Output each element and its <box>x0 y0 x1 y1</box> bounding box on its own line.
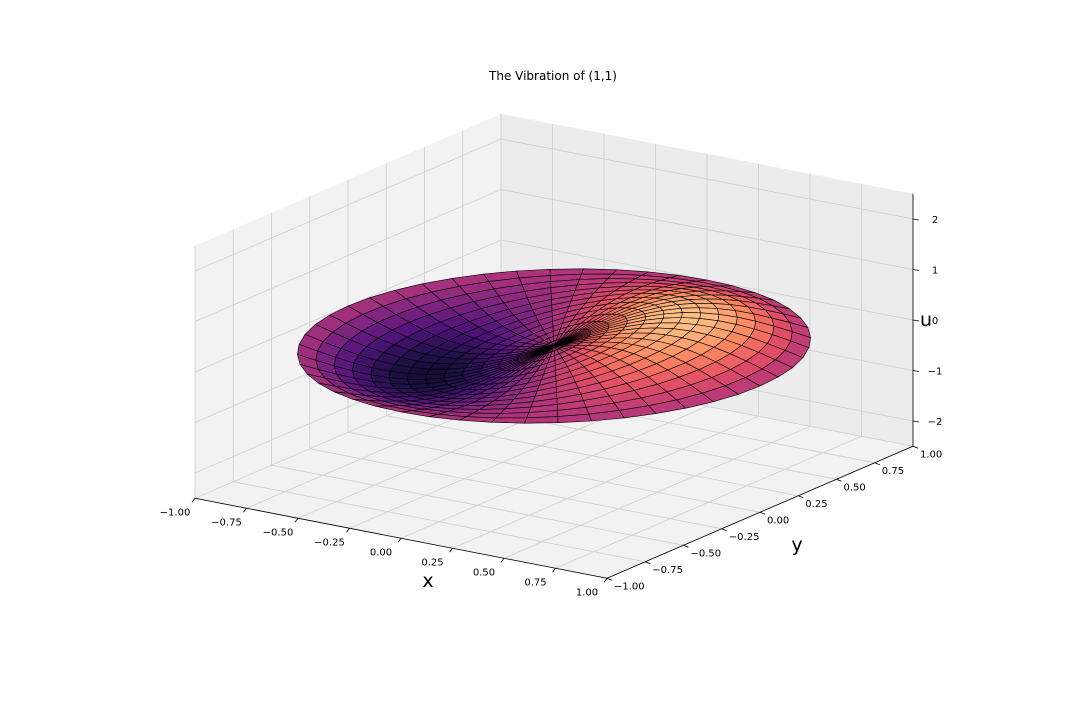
z-tick-label: 0 <box>932 316 938 327</box>
x-tick-label: −1.00 <box>160 507 191 518</box>
x-tick-mark <box>397 538 402 543</box>
floor-gridline-y <box>347 431 761 513</box>
floor-gridline-y <box>386 415 799 497</box>
x-tick-label: −0.50 <box>263 527 294 538</box>
x-tick-mark <box>191 498 196 503</box>
z-tick-label: 2 <box>932 215 938 226</box>
y-tick-mark <box>874 462 880 466</box>
x-tick-label: −0.75 <box>211 517 242 528</box>
y-tick-label: 0.75 <box>882 466 904 477</box>
backwall-gridline-z <box>500 138 914 220</box>
x-tick-mark <box>243 508 247 513</box>
surface-facet <box>407 373 427 380</box>
y-tick-label: 0.25 <box>805 499 827 510</box>
x-tick-mark <box>552 568 556 573</box>
z-tick-label: −1 <box>928 367 943 378</box>
z-tick-label: 1 <box>932 266 938 277</box>
x-tick-mark <box>603 578 608 583</box>
x-tick-mark <box>294 518 299 523</box>
z-tick-mark <box>912 420 920 423</box>
y-tick-label: −1.00 <box>614 581 645 592</box>
x-tick-mark <box>449 548 453 553</box>
z-tick-mark <box>912 370 920 372</box>
z-tick-mark <box>912 218 920 221</box>
y-tick-mark <box>912 445 919 449</box>
z-tick-mark <box>912 269 920 271</box>
surface-facet <box>581 268 617 275</box>
y-tick-label: −0.50 <box>691 548 722 559</box>
surface-facet <box>607 273 643 280</box>
surface-facet <box>495 412 530 419</box>
axis-lines <box>191 193 920 583</box>
x-tick-label: 0.00 <box>370 547 392 558</box>
y-tick-mark <box>798 495 804 499</box>
x-tick-label: 0.75 <box>524 577 546 588</box>
y-axis-label: y <box>791 534 802 556</box>
vibration-surface <box>297 268 811 424</box>
leftwall-gridline-z <box>194 138 502 272</box>
surface-facet <box>660 317 682 324</box>
floor-gridline-y <box>309 448 722 530</box>
y-tick-mark <box>721 528 727 532</box>
leftwall-gridline-z <box>194 189 502 322</box>
y-tick-mark <box>606 577 613 581</box>
floor-gridline-y <box>271 464 684 546</box>
y-tick-mark <box>836 478 842 482</box>
z-axis-label: u <box>920 309 932 331</box>
floor-gridline-y <box>233 481 646 563</box>
y-tick-mark <box>645 561 651 565</box>
x-tick-mark <box>346 528 350 533</box>
y-tick-label: −0.75 <box>652 565 683 576</box>
chart-title: The Vibration of (1,1) <box>488 69 617 83</box>
y-tick-label: −0.25 <box>729 532 760 543</box>
x-axis-label: x <box>422 570 433 592</box>
y-tick-label: 1.00 <box>920 449 942 460</box>
tick-labels: −1.00 −0.75 −0.50 −0.25 0.00 0.25 0.50 0.75 1.00… <box>160 215 943 598</box>
x-tick-mark <box>500 558 505 563</box>
surface-facet <box>428 413 467 421</box>
y-tick-mark <box>759 511 766 515</box>
x-tick-label: 0.50 <box>473 567 495 578</box>
z-tick-label: −2 <box>928 417 943 428</box>
x-tick-label: 0.25 <box>421 557 443 568</box>
x-tick-label: −0.25 <box>314 537 345 548</box>
z-tick-mark <box>912 319 920 322</box>
surface-facet <box>680 307 701 314</box>
surface-facet <box>524 416 559 424</box>
x-tick-label: 1.00 <box>576 587 598 598</box>
y-tick-label: 0.50 <box>844 482 866 493</box>
surface-facet <box>491 417 527 424</box>
backwall-gridline-z <box>500 189 914 270</box>
y-tick-mark <box>683 544 689 548</box>
y-tick-label: 0.00 <box>767 515 789 526</box>
